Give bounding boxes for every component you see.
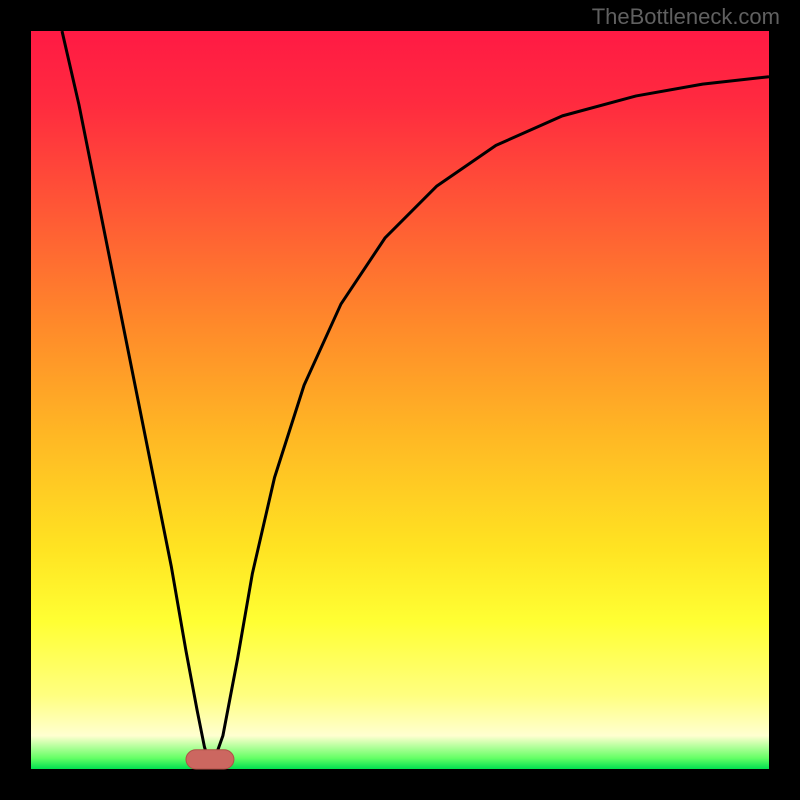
plot-background	[31, 31, 769, 769]
bottleneck-chart	[0, 0, 800, 800]
optimal-marker	[186, 750, 234, 769]
watermark-text: TheBottleneck.com	[592, 4, 780, 30]
chart-container: TheBottleneck.com	[0, 0, 800, 800]
